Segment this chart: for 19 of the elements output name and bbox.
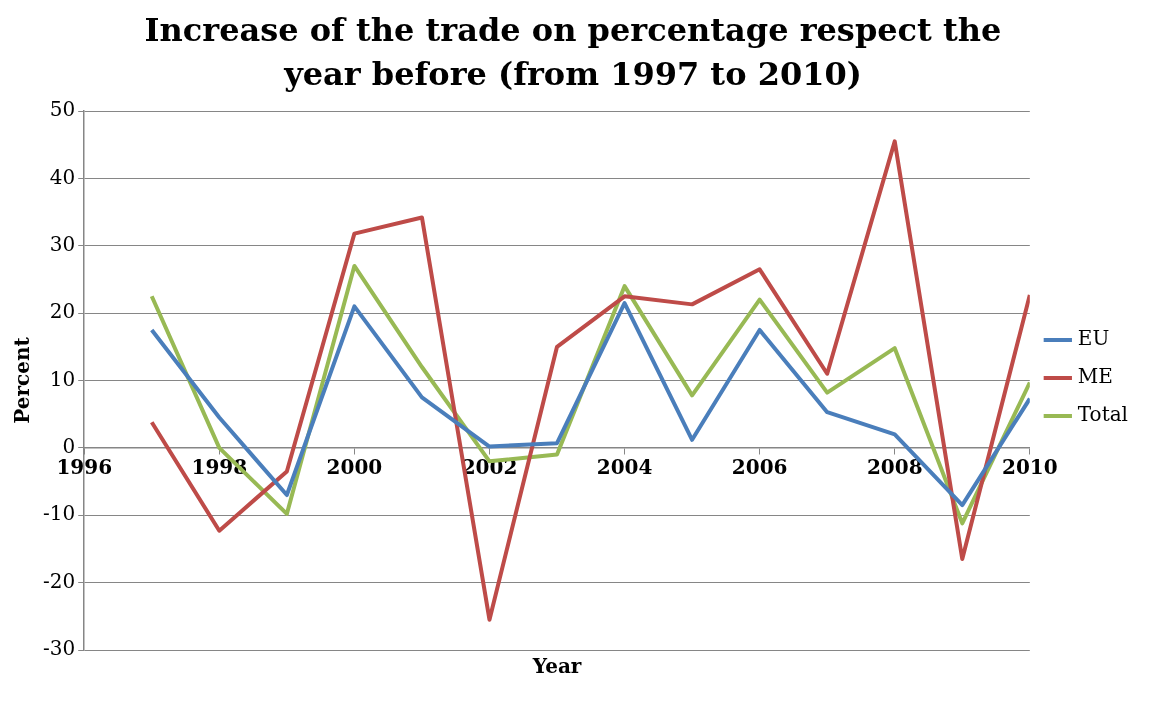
x-tick-label: 2000 [326,455,383,480]
x-axis-title: Year [531,654,582,679]
legend-label: EU [1077,326,1110,351]
y-axis-title: Percent [10,336,35,424]
chart-title: Increase of the trade on percentage respect the year before (from 1997 to 2010) [143,10,1003,95]
y-tick-label: -30 [42,636,76,661]
y-tick-label: -10 [42,501,76,526]
x-tick-label: 2004 [596,455,653,480]
y-tick-label: 20 [49,299,76,324]
y-tick-label: 40 [49,164,76,189]
y-tick-label: 30 [49,231,76,256]
x-tick-label: 2010 [1001,455,1058,480]
legend-label: Total [1077,402,1128,427]
y-tick-label: -20 [42,568,76,593]
legend-label: ME [1077,364,1113,389]
x-tick-label: 2008 [866,455,923,480]
y-tick-label: 50 [49,97,76,122]
y-tick-label: 10 [49,366,76,391]
x-tick-label: 2006 [731,455,788,480]
